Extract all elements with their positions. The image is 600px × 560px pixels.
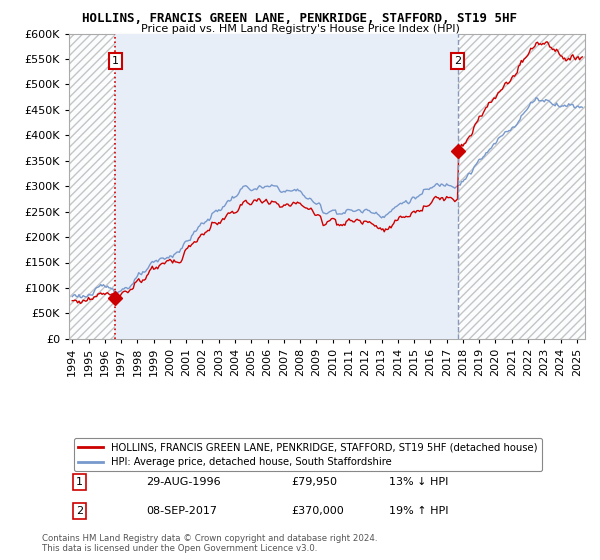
Bar [115,34,458,339]
Text: Contains HM Land Registry data © Crown copyright and database right 2024.
This d: Contains HM Land Registry data © Crown c… [42,534,377,553]
Text: £79,950: £79,950 [291,477,337,487]
Text: 08-SEP-2017: 08-SEP-2017 [146,506,217,516]
Text: 19% ↑ HPI: 19% ↑ HPI [389,506,448,516]
Text: 2: 2 [454,56,461,66]
Text: HOLLINS, FRANCIS GREEN LANE, PENKRIDGE, STAFFORD, ST19 5HF: HOLLINS, FRANCIS GREEN LANE, PENKRIDGE, … [83,12,517,25]
Text: 1: 1 [76,477,83,487]
Text: 2: 2 [76,506,83,516]
Legend: HOLLINS, FRANCIS GREEN LANE, PENKRIDGE, STAFFORD, ST19 5HF (detached house), HPI: HOLLINS, FRANCIS GREEN LANE, PENKRIDGE, … [74,438,542,472]
Bar [69,34,115,339]
Text: £370,000: £370,000 [291,506,344,516]
Bar [458,34,585,339]
Text: 13% ↓ HPI: 13% ↓ HPI [389,477,448,487]
Text: 29-AUG-1996: 29-AUG-1996 [146,477,221,487]
Text: 1: 1 [112,56,119,66]
Text: Price paid vs. HM Land Registry's House Price Index (HPI): Price paid vs. HM Land Registry's House … [140,24,460,34]
